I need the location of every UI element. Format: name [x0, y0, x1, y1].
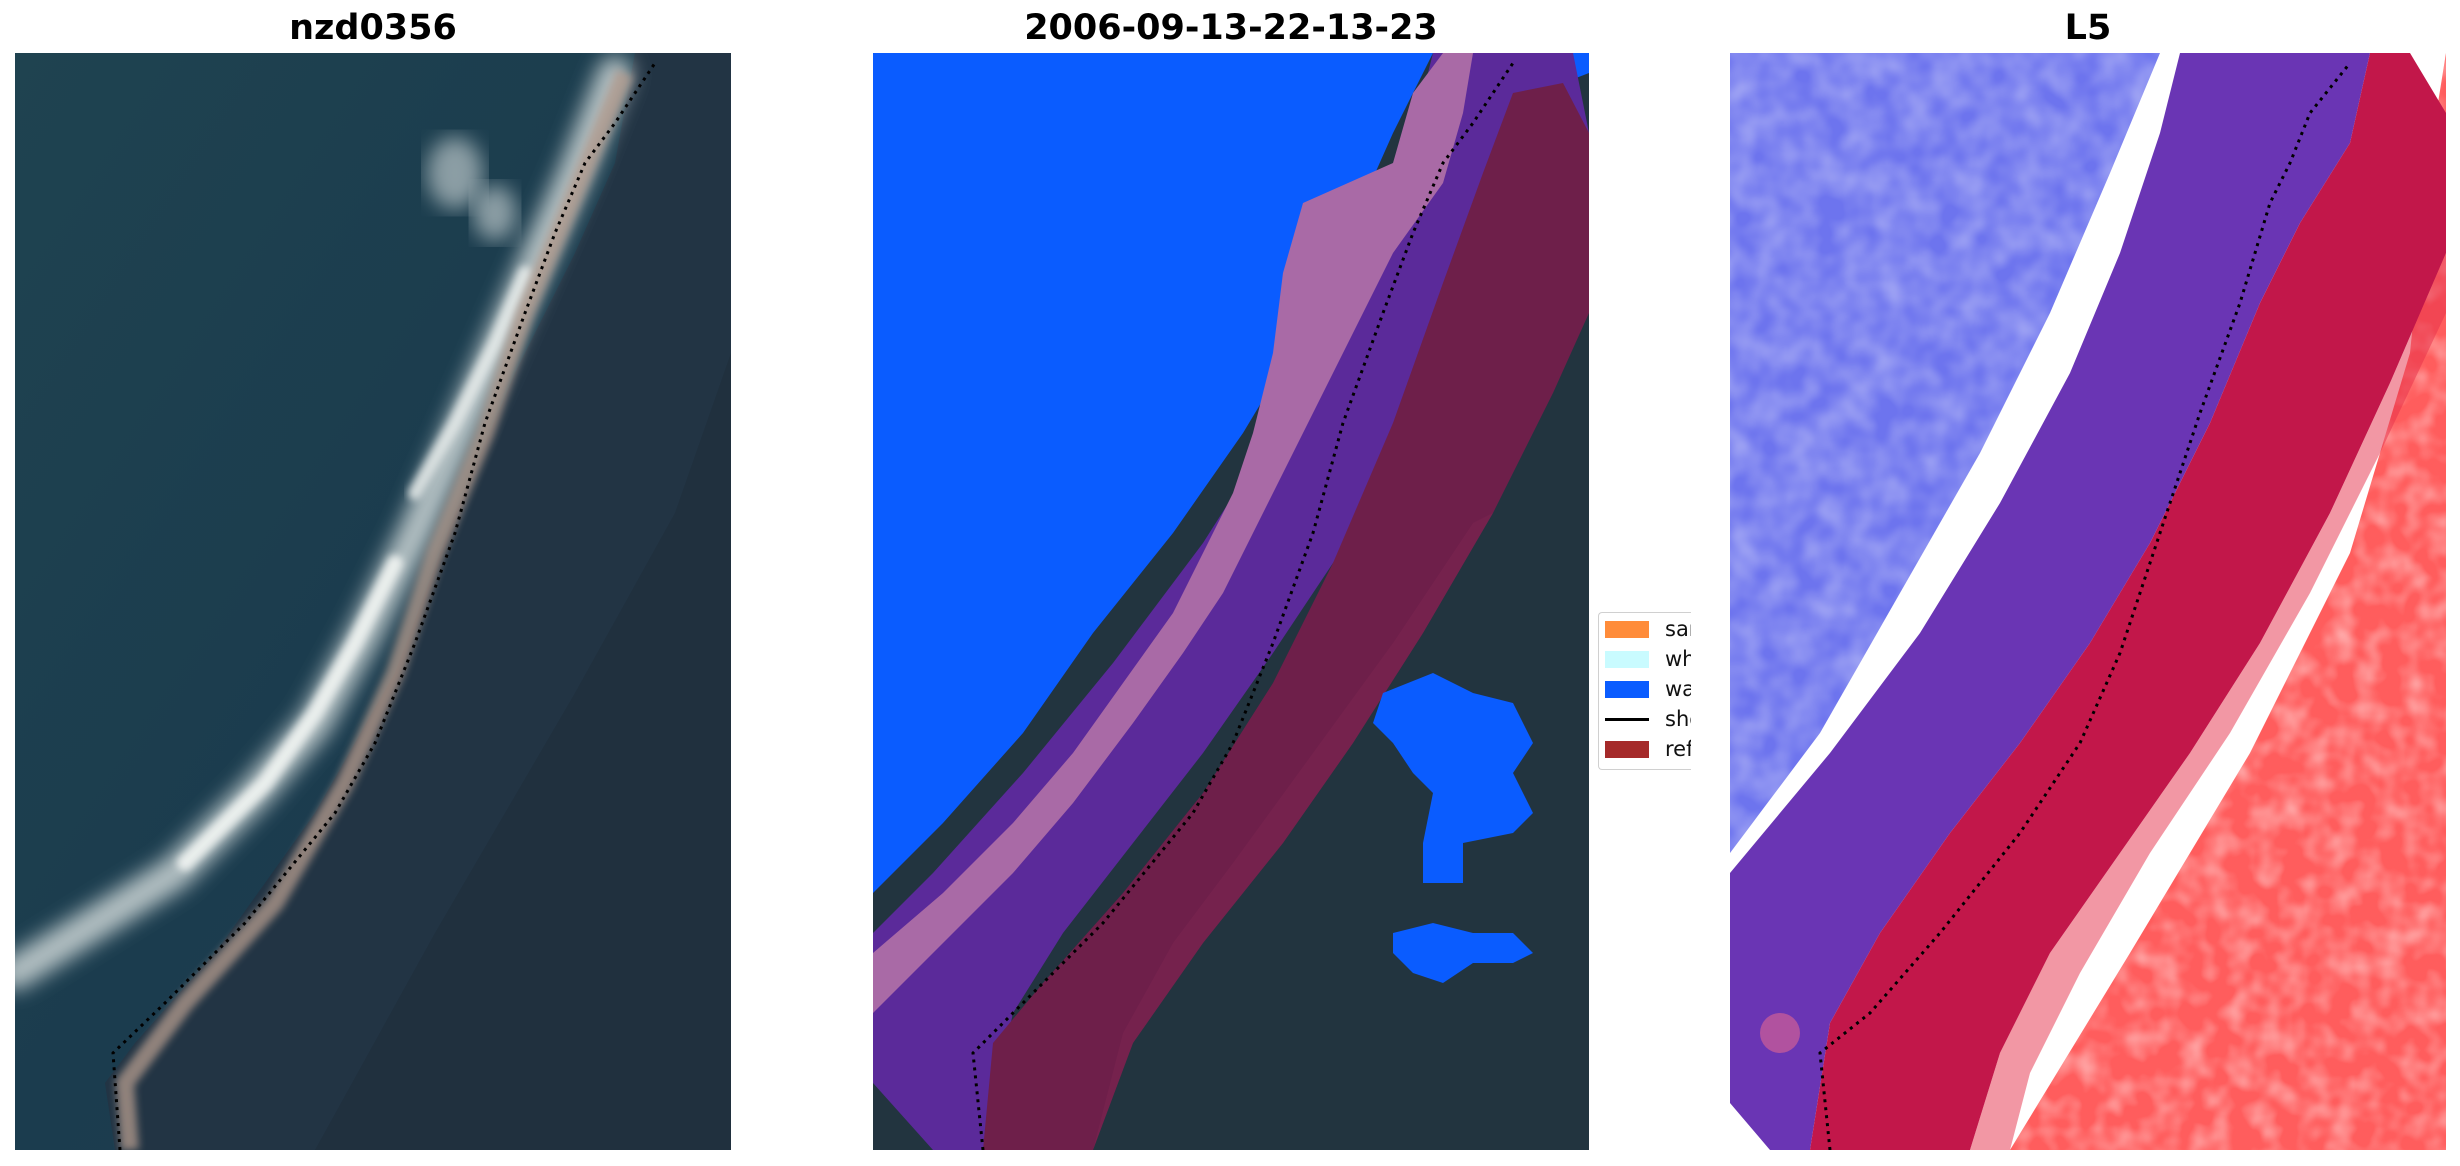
- legend-label: water: [1665, 677, 1691, 701]
- classification-panel: [873, 53, 1589, 1150]
- legend-label: sand: [1665, 617, 1691, 641]
- legend-label: reference shoreline buffer: [1665, 737, 1691, 761]
- buffer-land-side: [1810, 53, 2446, 1150]
- shoreline-swatch: [1605, 717, 1649, 721]
- water-blob-small: [1393, 923, 1533, 983]
- index-image: [1730, 53, 2446, 1150]
- legend-item-whitewater: whitewater: [1605, 647, 1691, 671]
- buffer-land-side: [983, 83, 1589, 1150]
- index-panel: [1730, 53, 2446, 1150]
- water-blob-inland: [1373, 673, 1533, 883]
- rgb-image-panel: [15, 53, 731, 1150]
- panel-title-classification: 2006-09-13-22-13-23: [1024, 8, 1438, 48]
- buffer-sea-side: [1730, 53, 2370, 1150]
- legend-label: shoreline: [1665, 707, 1691, 731]
- reference-buffer-swatch: [1605, 740, 1649, 758]
- panel-title-rgb: nzd0356: [289, 8, 457, 48]
- legend-item-water: water: [1605, 677, 1691, 701]
- sand-swatch: [1605, 620, 1649, 638]
- rgb-image: [15, 53, 731, 1150]
- pink-patch: [873, 53, 1473, 1013]
- classification-image: [873, 53, 1589, 1150]
- legend-item-sand: sand: [1605, 617, 1691, 641]
- legend-label: whitewater: [1665, 647, 1691, 671]
- legend-item-shoreline: shoreline: [1605, 707, 1691, 731]
- buffer-sea-side: [873, 53, 1589, 1150]
- panel-title-index: L5: [2064, 8, 2112, 48]
- bright-spot: [1760, 1013, 1800, 1053]
- legend: sand whitewater water shoreline referenc…: [1598, 612, 1691, 770]
- whitewater-swatch: [1605, 650, 1649, 668]
- water-swatch: [1605, 680, 1649, 698]
- legend-item-reference-buffer: reference shoreline buffer: [1605, 737, 1691, 761]
- beach-strip: [115, 69, 634, 1150]
- shoreline-line: [1818, 62, 2352, 1150]
